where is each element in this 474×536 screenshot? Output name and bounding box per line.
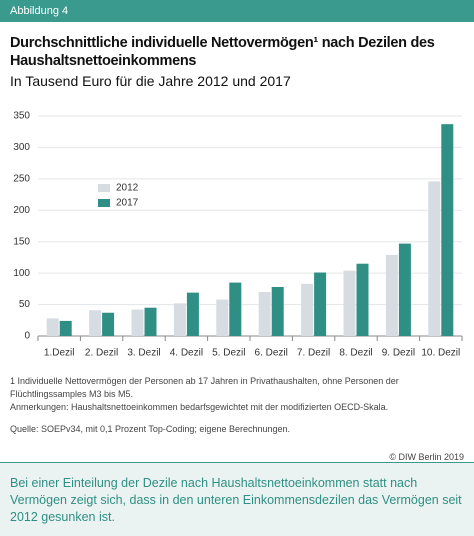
chart: 0 50 100 150 200 250 300 350 1.Dezil 2. Dezil 3. D… xyxy=(13,111,463,359)
legend-swatch xyxy=(98,184,110,192)
x-tick-label: 2. Dezil xyxy=(85,348,118,359)
bar xyxy=(102,312,115,336)
bar xyxy=(428,181,441,336)
y-tick-label: 50 xyxy=(19,299,31,310)
summary: Bei einer Einteilung der Dezile nach Hau… xyxy=(0,462,474,536)
footnote: 1 Individuelle Nettovermögen der Persone… xyxy=(10,376,399,399)
x-tick-label: 9. Dezil xyxy=(382,348,415,359)
x-tick-label: 6. Dezil xyxy=(255,348,288,359)
y-tick-label: 100 xyxy=(13,268,30,279)
figure-label: Abbildung 4 xyxy=(0,0,474,22)
bar xyxy=(186,292,199,336)
y-tick-label: 250 xyxy=(13,173,30,184)
x-tick-label: 4. Dezil xyxy=(170,348,203,359)
legend-label: 2017 xyxy=(116,198,139,209)
bar xyxy=(398,243,411,336)
bar xyxy=(46,318,59,336)
x-tick-label: 10. Dezil xyxy=(421,348,460,359)
legend-label: 2012 xyxy=(116,183,139,194)
x-tick-label: 3. Dezil xyxy=(127,348,160,359)
bar xyxy=(173,303,186,336)
chart-title: Durchschnittliche individuelle Nettoverm… xyxy=(10,35,435,69)
x-tick-label: 8. Dezil xyxy=(339,348,372,359)
bar xyxy=(356,263,369,336)
x-tick-label: 1.Dezil xyxy=(44,348,75,359)
legend-swatch xyxy=(98,199,110,207)
bar xyxy=(144,307,157,336)
y-tick-label: 300 xyxy=(13,142,30,153)
bar xyxy=(271,286,284,336)
bar xyxy=(385,254,398,336)
bar xyxy=(314,272,327,336)
x-tick-label: 5. Dezil xyxy=(212,348,245,359)
bar xyxy=(131,309,144,336)
bar xyxy=(229,282,242,336)
y-tick-label: 350 xyxy=(13,111,30,122)
chart-subtitle: In Tausend Euro für die Jahre 2012 und 2… xyxy=(10,73,291,89)
remarks: Anmerkungen: Haushaltsnettoeinkommen bed… xyxy=(10,402,389,412)
y-tick-label: 0 xyxy=(24,331,30,342)
y-tick-label: 150 xyxy=(13,236,30,247)
bar xyxy=(301,283,314,336)
x-tick-label: 7. Dezil xyxy=(297,348,330,359)
bar xyxy=(216,299,229,336)
bar xyxy=(258,292,271,336)
bar xyxy=(343,270,356,336)
source: Quelle: SOEPv34, mit 0,1 Prozent Top-Cod… xyxy=(10,424,291,434)
y-tick-label: 200 xyxy=(13,205,30,216)
bar xyxy=(89,310,102,336)
bar xyxy=(59,320,72,336)
copyright: © DIW Berlin 2019 xyxy=(389,452,464,462)
bar xyxy=(441,124,454,337)
